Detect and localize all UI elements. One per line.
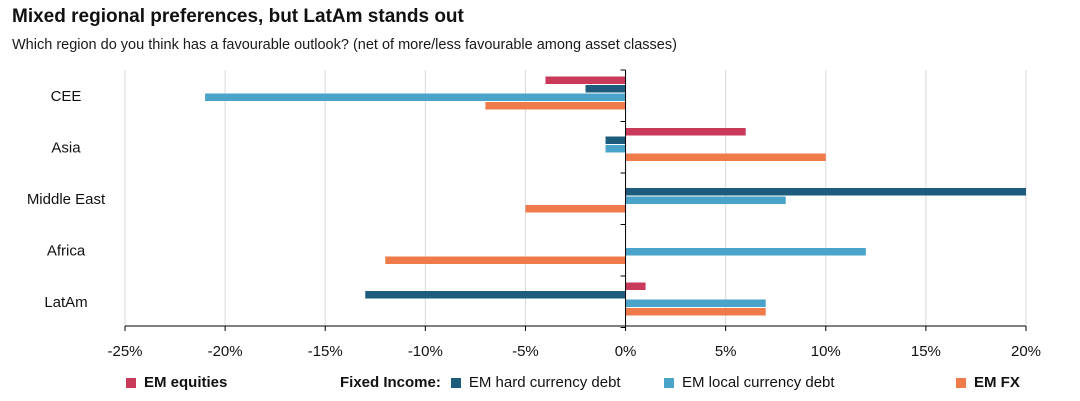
x-tick-label: -25% (107, 343, 142, 360)
bar-latam-em-equities (625, 282, 646, 290)
legend-item-em-hard-currency-debt: Fixed Income: EM hard currency debt (340, 374, 621, 391)
bar-chart: -25% -20% -15% -10% -5% 0% 5% 10% 15% 20% CEE Asia M… (27, 69, 1041, 360)
bar-middle-east-em-hard-currency-debt (625, 188, 1026, 196)
category-label-africa: Africa (47, 242, 86, 259)
bar-africa-em-local-currency-debt (625, 248, 866, 256)
x-tick-label: -20% (208, 343, 243, 360)
legend-swatch-em-fx (956, 377, 966, 388)
legend-item-em-equities: EM equities (126, 374, 227, 391)
bar-asia-em-fx (625, 153, 826, 161)
x-tick-label: -5% (512, 343, 539, 360)
legend-item-em-fx: EM FX (956, 374, 1020, 391)
x-tick-label: -10% (408, 343, 443, 360)
bar-latam-em-local-currency-debt (625, 299, 766, 307)
bar-africa-em-fx (385, 256, 626, 264)
x-tick-label: 20% (1011, 343, 1041, 360)
bar-cee-em-hard-currency-debt (585, 85, 626, 93)
category-label-cee: CEE (51, 88, 82, 105)
legend-swatch-em-equities (126, 377, 136, 388)
x-tick-label: -15% (308, 343, 343, 360)
bar-cee-em-local-currency-debt (205, 93, 626, 101)
bar-cee-em-equities (545, 76, 626, 84)
bar-latam-em-hard-currency-debt (365, 291, 626, 299)
legend-label-em-local-currency-debt: EM local currency debt (682, 374, 835, 391)
bar-middle-east-em-local-currency-debt (625, 196, 786, 204)
category-label-latam: LatAm (44, 294, 87, 311)
x-tick-label: 10% (811, 343, 841, 360)
legend-label-em-equities: EM equities (144, 374, 228, 391)
chart-title: Mixed regional preferences, but LatAm st… (12, 6, 464, 27)
chart-subtitle: Which region do you think has a favourab… (12, 37, 677, 53)
bar-asia-em-equities (625, 128, 746, 136)
x-tick-label: 0% (615, 343, 637, 360)
category-label-middle-east: Middle East (27, 191, 106, 208)
legend-label-em-hard-currency-debt: EM hard currency debt (468, 374, 621, 391)
bar-asia-em-hard-currency-debt (605, 136, 626, 144)
legend-group-fixed-income: Fixed Income: (340, 374, 441, 391)
legend-swatch-em-hard-currency-debt (450, 377, 461, 388)
bar-middle-east-em-fx (525, 205, 626, 213)
legend-item-em-local-currency-debt: EM local currency debt (664, 374, 835, 391)
bar-latam-em-fx (625, 308, 766, 316)
x-tick-label: 5% (715, 343, 737, 360)
legend-swatch-em-local-currency-debt (664, 377, 674, 388)
legend-label-em-fx: EM FX (974, 374, 1020, 391)
x-tick-label: 15% (911, 343, 941, 360)
category-label-asia: Asia (51, 139, 81, 156)
chart-legend: EM equities Fixed Income: EM hard curren… (0, 374, 1080, 398)
bar-cee-em-fx (485, 102, 626, 110)
bar-asia-em-local-currency-debt (605, 145, 626, 153)
